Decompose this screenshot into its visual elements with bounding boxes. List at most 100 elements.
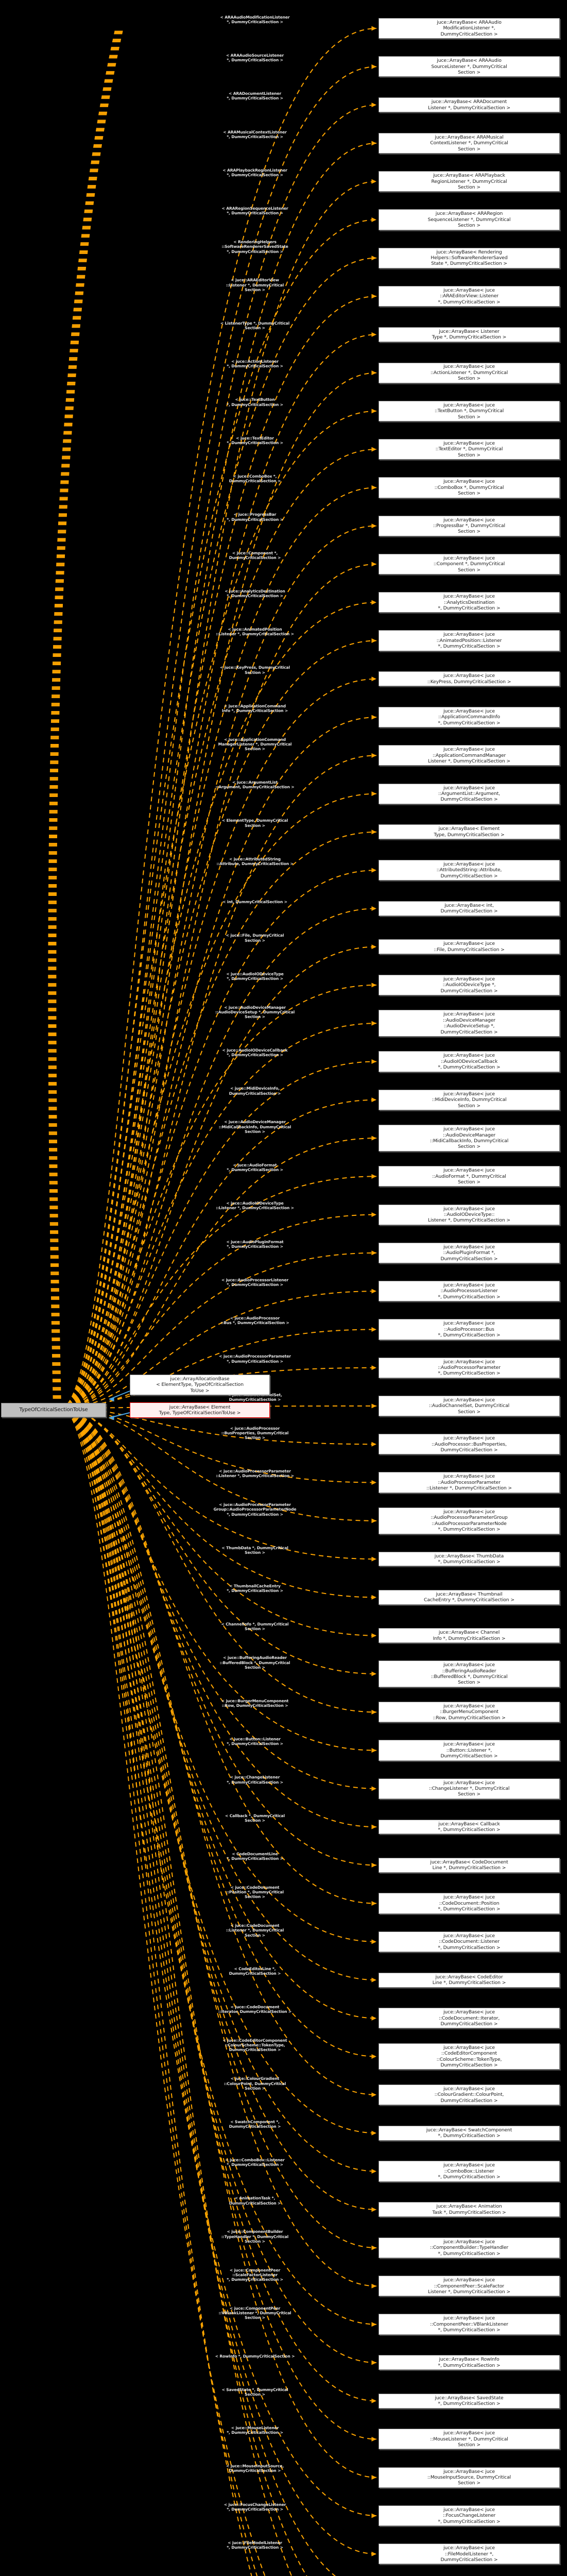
array-base-node[interactable]: juce::ArrayBase< juce ::ComponentBuilder… (379, 2237, 560, 2259)
array-base-node[interactable]: juce::ArrayBase< juce ::MidiDeviceInfo, … (379, 1089, 560, 1110)
array-base-node[interactable]: juce::ArrayBase< juce ::ComboBox::Listen… (379, 2161, 560, 2182)
edge-label: < juce::FileModelListener *, DummyCritic… (227, 2540, 283, 2550)
edge-label: < juce::ActionListener *, DummyCriticalS… (227, 359, 283, 369)
array-base-node[interactable]: juce::ArrayBase< Animation Task *, Dummy… (379, 2202, 560, 2217)
array-base-node[interactable]: juce::ArrayBase< SavedState *, DummyCrit… (379, 2393, 560, 2409)
edge-label: < juce::ComponentBuilder ::TypeHandler *… (221, 2229, 289, 2244)
array-base-node[interactable]: juce::ArrayBase< SwatchComponent *, Dumm… (379, 2125, 560, 2141)
array-base-node[interactable]: juce::ArrayBase< ARARegion SequenceListe… (379, 209, 560, 230)
array-base-node[interactable]: juce::ArrayBase< ARAPlayback RegionListe… (379, 171, 560, 192)
array-base-node[interactable]: juce::ArrayBase< ARAAudio SourceListener… (379, 56, 560, 77)
array-base-node[interactable]: juce::ArrayBase< juce ::AudioIODeviceTyp… (379, 1204, 560, 1225)
parent-node-array-base[interactable]: juce::ArrayBase< Element Type, TypeOfCri… (130, 1402, 270, 1418)
array-base-node[interactable]: juce::ArrayBase< juce ::CodeDocument::It… (379, 2008, 560, 2029)
array-base-node[interactable]: juce::ArrayBase< juce ::ARAEditorView::L… (379, 285, 560, 307)
edge-label: < AnimationTask *, DummyCriticalSection … (229, 2196, 281, 2206)
array-base-node[interactable]: juce::ArrayBase< juce ::AudioDeviceManag… (379, 1125, 560, 1151)
array-base-node[interactable]: juce::ArrayBase< ARADocument Listener *,… (379, 97, 560, 113)
edge-label: < juce::ComponentPeer ::ScaleFactorListe… (227, 2267, 283, 2282)
array-base-node[interactable]: juce::ArrayBase< juce ::AudioProcessorPa… (379, 1357, 560, 1378)
edge-label: < juce::AudioPluginFormat *, DummyCritic… (226, 1239, 284, 1249)
array-base-node[interactable]: juce::ArrayBase< juce ::ApplicationComma… (379, 745, 560, 766)
edge-label: < ARADocumentListener *, DummyCriticalSe… (227, 91, 283, 101)
array-base-node[interactable]: juce::ArrayBase< juce ::AudioDeviceManag… (379, 1010, 560, 1037)
array-base-node[interactable]: juce::ArrayBase< juce ::AttributedString… (379, 860, 560, 881)
edge-label: < ARARegionSequenceListener *, DummyCrit… (221, 206, 288, 216)
edge-label: < juce::TextButton *, DummyCriticalSecti… (227, 397, 283, 407)
array-base-node[interactable]: juce::ArrayBase< int, DummyCriticalSecti… (379, 901, 560, 916)
edge-label: < juce::AudioDeviceManager ::AudioDevice… (215, 1005, 295, 1020)
array-base-node[interactable]: juce::ArrayBase< juce ::ComponentPeer::V… (379, 2314, 560, 2335)
array-base-node[interactable]: juce::ArrayBase< juce ::ComponentPeer::S… (379, 2276, 560, 2297)
array-base-node[interactable]: juce::ArrayBase< juce ::File, DummyCriti… (379, 939, 560, 955)
array-base-node[interactable]: juce::ArrayBase< RowInfo *, DummyCritica… (379, 2355, 560, 2370)
array-base-node[interactable]: juce::ArrayBase< juce ::ApplicationComma… (379, 706, 560, 728)
array-base-node[interactable]: juce::ArrayBase< CodeDocument Line *, Du… (379, 1857, 560, 1873)
array-base-node[interactable]: juce::ArrayBase< juce ::AnimatedPosition… (379, 630, 560, 651)
edge-label: < juce::AudioFormat *, DummyCriticalSect… (227, 1162, 283, 1173)
array-base-node[interactable]: juce::ArrayBase< Element Type, DummyCrit… (379, 824, 560, 840)
array-base-node[interactable]: juce::ArrayBase< juce ::AudioIODeviceTyp… (379, 974, 560, 996)
array-base-node[interactable]: juce::ArrayBase< juce ::ArgumentList::Ar… (379, 783, 560, 804)
array-base-node[interactable]: juce::ArrayBase< Thumbnail CacheEntry *,… (379, 1589, 560, 1605)
array-base-node[interactable]: juce::ArrayBase< juce ::AudioPluginForma… (379, 1242, 560, 1263)
array-base-node[interactable]: juce::ArrayBase< juce ::AudioIODeviceCal… (379, 1051, 560, 1072)
array-base-node[interactable]: juce::ArrayBase< CodeEditor Line *, Dumm… (379, 1972, 560, 1988)
array-base-node[interactable]: juce::ArrayBase< juce ::AudioProcessorPa… (379, 1472, 560, 1493)
array-base-node[interactable]: juce::ArrayBase< juce ::TextButton *, Du… (379, 400, 560, 421)
array-base-node[interactable]: juce::ArrayBase< juce ::CodeDocument::Po… (379, 1893, 560, 1914)
edge-label: < ARAAudioSourceListener *, DummyCritica… (226, 53, 284, 63)
array-base-node[interactable]: juce::ArrayBase< juce ::BurgerMenuCompon… (379, 1702, 560, 1723)
center-node-type-of-critical-section-to-use[interactable]: TypeOfCriticalSectionToUse (1, 1403, 106, 1417)
array-base-node[interactable]: juce::ArrayBase< ARAAudio ModificationLi… (379, 18, 560, 39)
edge-label: < juce::FocusChangeListener *, DummyCrit… (224, 2502, 286, 2512)
array-base-node[interactable]: juce::ArrayBase< juce ::AudioProcessorPa… (379, 1507, 560, 1534)
edge-label: < juce::AudioIODeviceType *, DummyCritic… (226, 971, 284, 981)
array-base-node[interactable]: juce::ArrayBase< juce ::AudioFormat *, D… (379, 1166, 560, 1187)
array-base-node[interactable]: juce::ArrayBase< juce ::ComboBox *, Dumm… (379, 477, 560, 498)
edge-label: < ChannelInfo *, DummyCritical Section > (221, 1622, 289, 1632)
edge-label: < ThumbData *, DummyCritical Section > (221, 1545, 288, 1555)
array-base-node[interactable]: juce::ArrayBase< juce ::BufferingAudioRe… (379, 1660, 560, 1687)
edge-label: < juce::AnimatedPosition ::Listener *, D… (216, 627, 294, 637)
edge-label: < juce::CodeDocument ::Listener *, Dummy… (226, 1923, 284, 1938)
edge-label: < juce::ApplicationCommand Info *, Dummy… (221, 703, 288, 713)
edge-label: < ElementType, DummyCritical Section > (221, 818, 288, 828)
array-base-node[interactable]: juce::ArrayBase< juce ::MouseListener *,… (379, 2429, 560, 2450)
array-base-node[interactable]: juce::ArrayBase< juce ::FocusChangeListe… (379, 2505, 560, 2527)
edge-label: < juce::ColourGradient ::ColourPoint, Du… (224, 2076, 286, 2091)
array-base-node[interactable]: juce::ArrayBase< juce ::AudioChannelSet,… (379, 1395, 560, 1417)
array-base-node[interactable]: juce::ArrayBase< juce ::Component *, Dum… (379, 553, 560, 575)
parent-node-array-allocation-base[interactable]: juce::ArrayAllocationBase < ElementType,… (130, 1375, 270, 1395)
array-base-node[interactable]: juce::ArrayBase< Listener Type *, DummyC… (379, 327, 560, 342)
array-base-node[interactable]: juce::ArrayBase< ARAMusical ContextListe… (379, 132, 560, 154)
array-base-node[interactable]: juce::ArrayBase< Callback *, DummyCritic… (379, 1819, 560, 1835)
edge-label: < SavedState *, DummyCritical Section > (221, 2387, 288, 2397)
array-base-node[interactable]: juce::ArrayBase< juce ::Button::Listener… (379, 1740, 560, 1761)
edge-label: < RenderingHelpers ::SoftwareRendererSav… (221, 240, 288, 254)
array-base-node[interactable]: juce::ArrayBase< juce ::MouseInputSource… (379, 2467, 560, 2488)
array-base-node[interactable]: juce::ArrayBase< juce ::TextEditor *, Du… (379, 439, 560, 460)
edge-label: < juce::AudioProcessorParameter *, Dummy… (219, 1354, 291, 1364)
array-base-node[interactable]: juce::ArrayBase< Channel Info *, DummyCr… (379, 1628, 560, 1643)
edge-label: < ARAPlaybackRegionListener *, DummyCrit… (222, 167, 287, 178)
array-base-node[interactable]: juce::ArrayBase< juce ::KeyPress, DummyC… (379, 671, 560, 687)
edge-label: < juce::TextEditor *, DummyCriticalSecti… (227, 435, 283, 445)
edge-label: < juce::ProgressBar *, DummyCriticalSect… (227, 512, 283, 522)
array-base-node[interactable]: juce::ArrayBase< juce ::CodeDocument::Li… (379, 1931, 560, 1952)
edge-label: < juce::MouseInputSource, DummyCriticalS… (226, 2464, 284, 2473)
array-base-node[interactable]: juce::ArrayBase< juce ::ChangeListener *… (379, 1778, 560, 1799)
array-base-node[interactable]: juce::ArrayBase< juce ::CodeEditorCompon… (379, 2043, 560, 2070)
array-base-node[interactable]: juce::ArrayBase< juce ::ProgressBar *, D… (379, 515, 560, 536)
array-base-node[interactable]: juce::ArrayBase< juce ::AudioProcessorLi… (379, 1281, 560, 1302)
array-base-node[interactable]: juce::ArrayBase< juce ::FileModelListene… (379, 2544, 560, 2565)
array-base-node[interactable]: juce::ArrayBase< juce ::ActionListener *… (379, 362, 560, 383)
edge-label: < juce::MidiDeviceInfo, DummyCriticalSec… (229, 1086, 281, 1096)
array-base-node[interactable]: juce::ArrayBase< juce ::ColourGradient::… (379, 2084, 560, 2106)
array-base-node[interactable]: juce::ArrayBase< juce ::AudioProcessor::… (379, 1319, 560, 1340)
array-base-node[interactable]: juce::ArrayBase< juce ::AudioProcessor::… (379, 1434, 560, 1455)
array-base-node[interactable]: juce::ArrayBase< ThumbData *, DummyCriti… (379, 1551, 560, 1567)
edge-label: < juce::ComboBox *, DummyCriticalSection… (229, 474, 281, 484)
array-base-node[interactable]: juce::ArrayBase< juce ::AnalyticsDestina… (379, 592, 560, 613)
array-base-node[interactable]: juce::ArrayBase< Rendering Helpers::Soft… (379, 247, 560, 268)
